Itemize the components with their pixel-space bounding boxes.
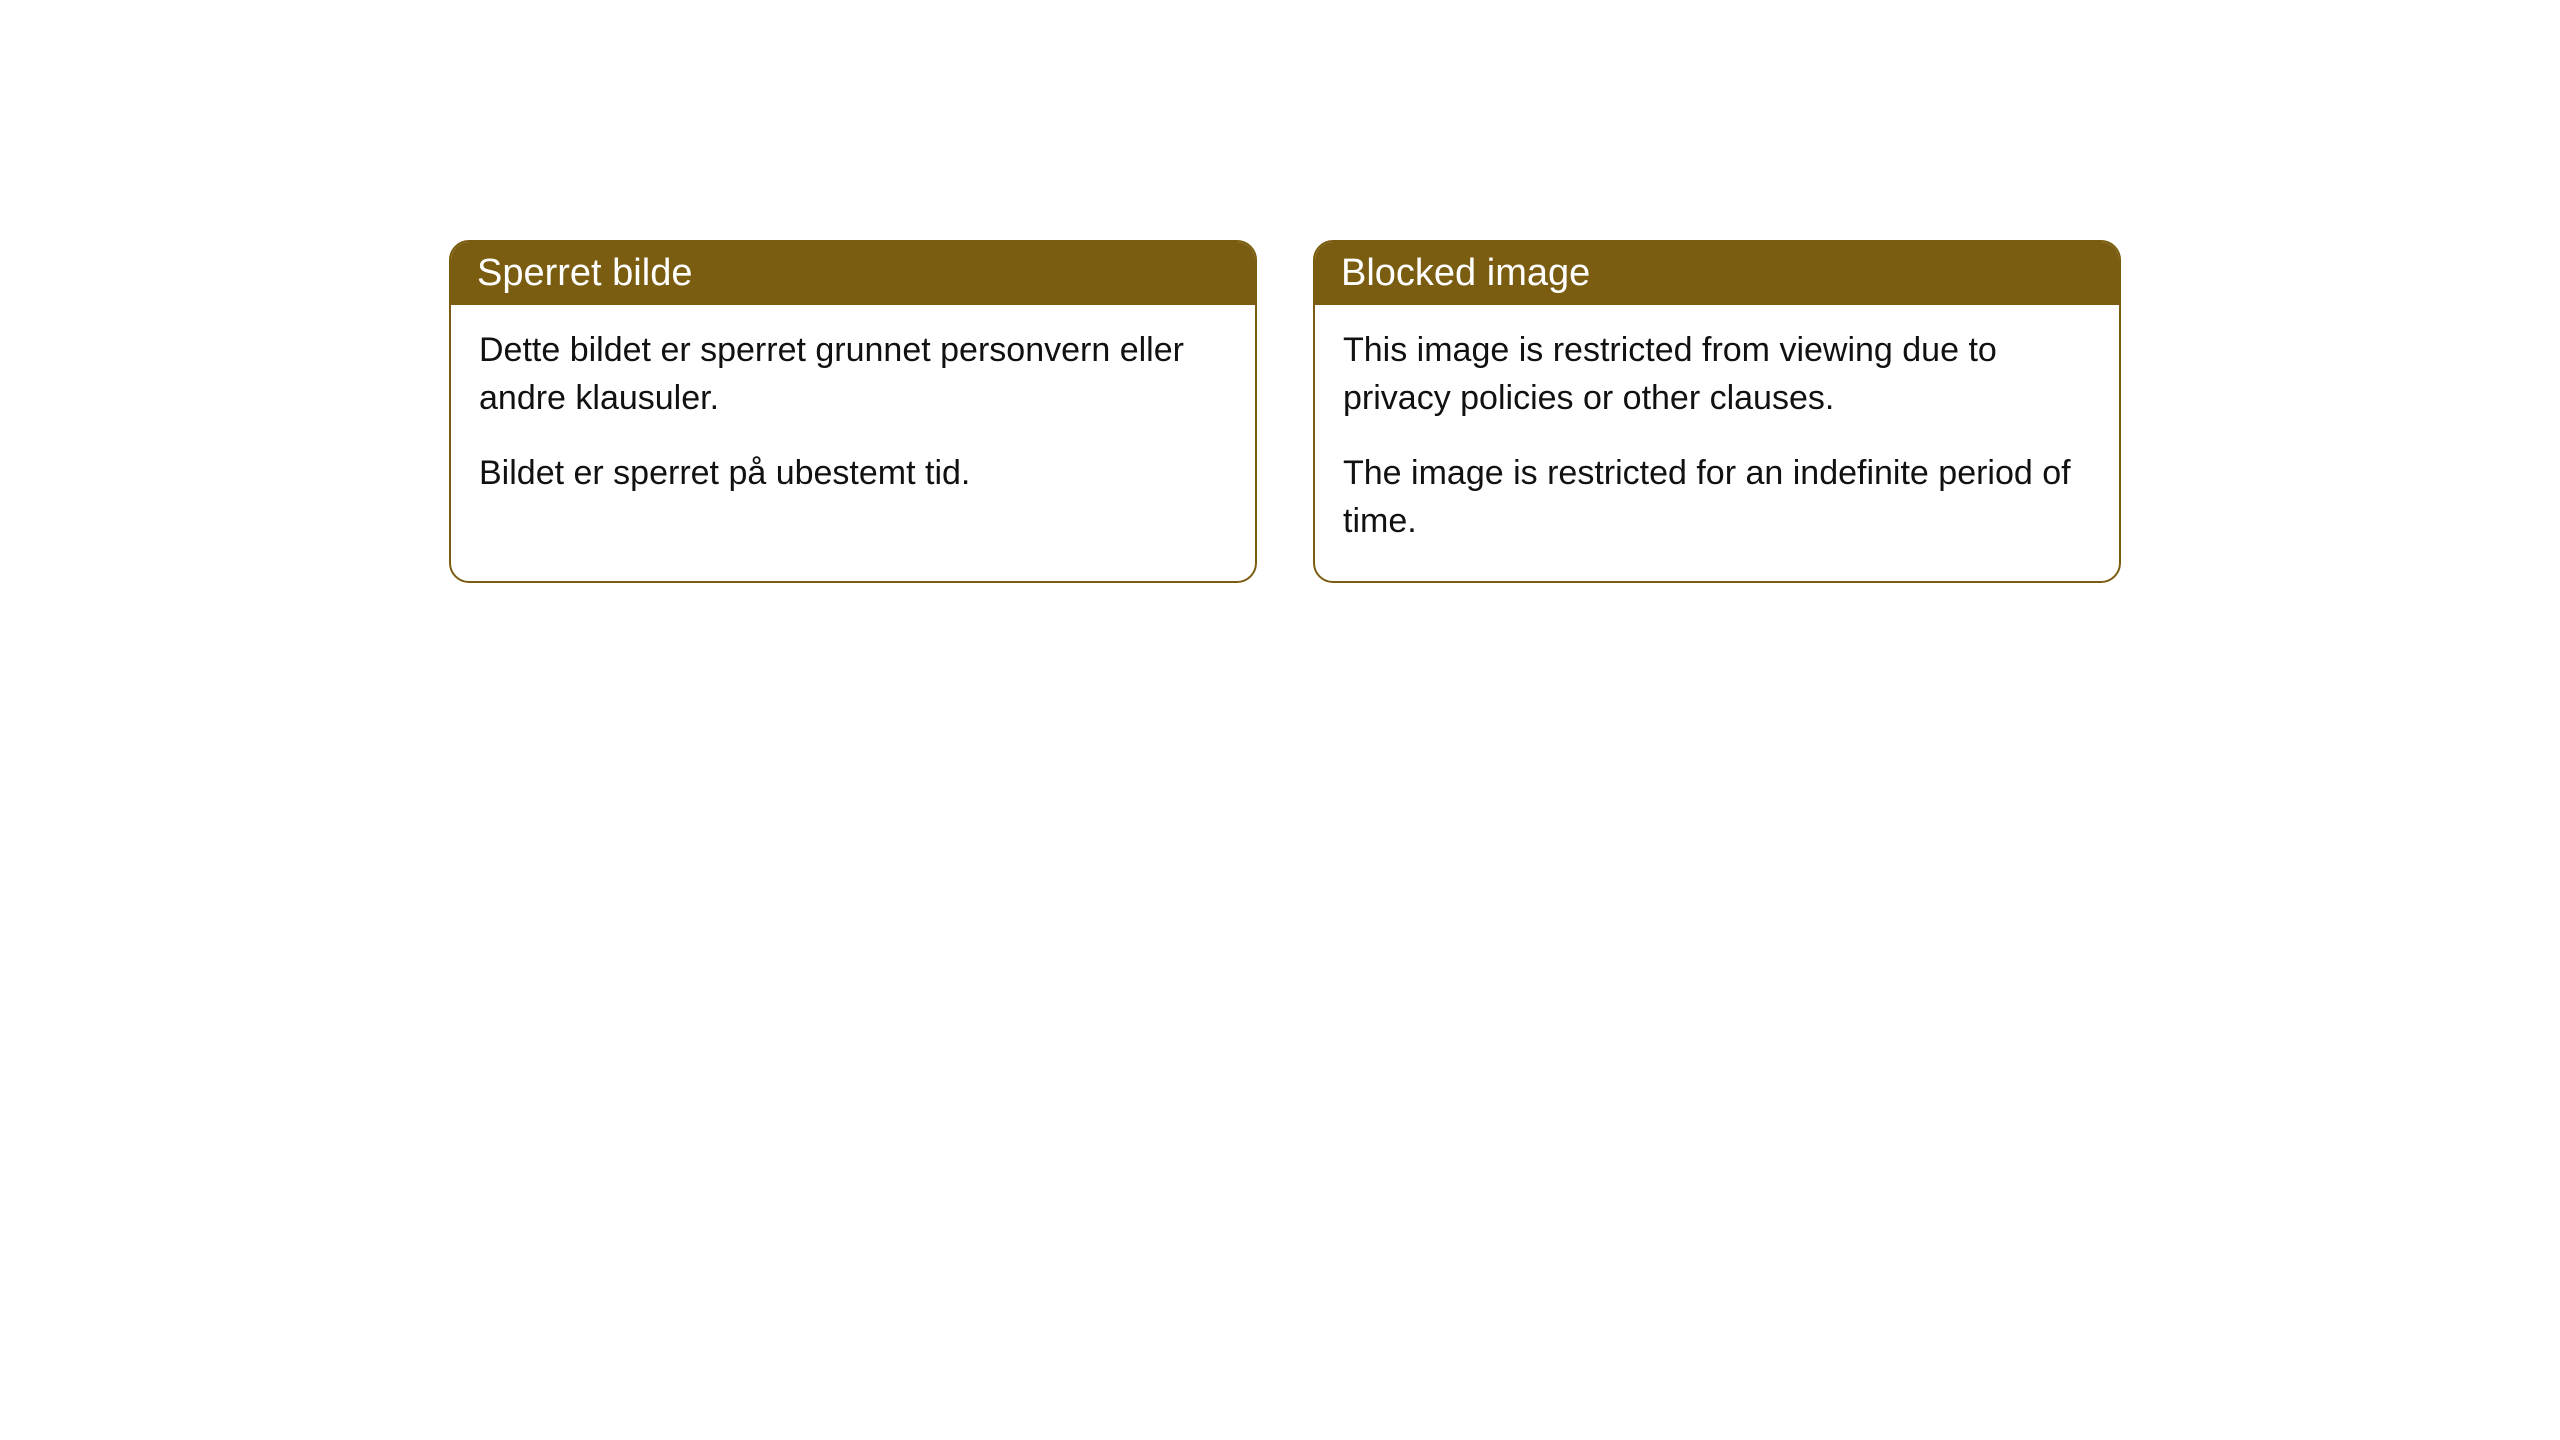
card-english: Blocked image This image is restricted f…: [1313, 240, 2121, 583]
card-paragraph-2-norwegian: Bildet er sperret på ubestemt tid.: [479, 450, 1227, 498]
card-paragraph-2-english: The image is restricted for an indefinit…: [1343, 450, 2091, 545]
card-paragraph-1-norwegian: Dette bildet er sperret grunnet personve…: [479, 327, 1227, 422]
cards-container: Sperret bilde Dette bildet er sperret gr…: [449, 240, 2121, 583]
card-header-norwegian: Sperret bilde: [451, 242, 1255, 305]
card-body-english: This image is restricted from viewing du…: [1315, 305, 2119, 581]
card-paragraph-1-english: This image is restricted from viewing du…: [1343, 327, 2091, 422]
card-header-english: Blocked image: [1315, 242, 2119, 305]
card-norwegian: Sperret bilde Dette bildet er sperret gr…: [449, 240, 1257, 583]
card-body-norwegian: Dette bildet er sperret grunnet personve…: [451, 305, 1255, 534]
